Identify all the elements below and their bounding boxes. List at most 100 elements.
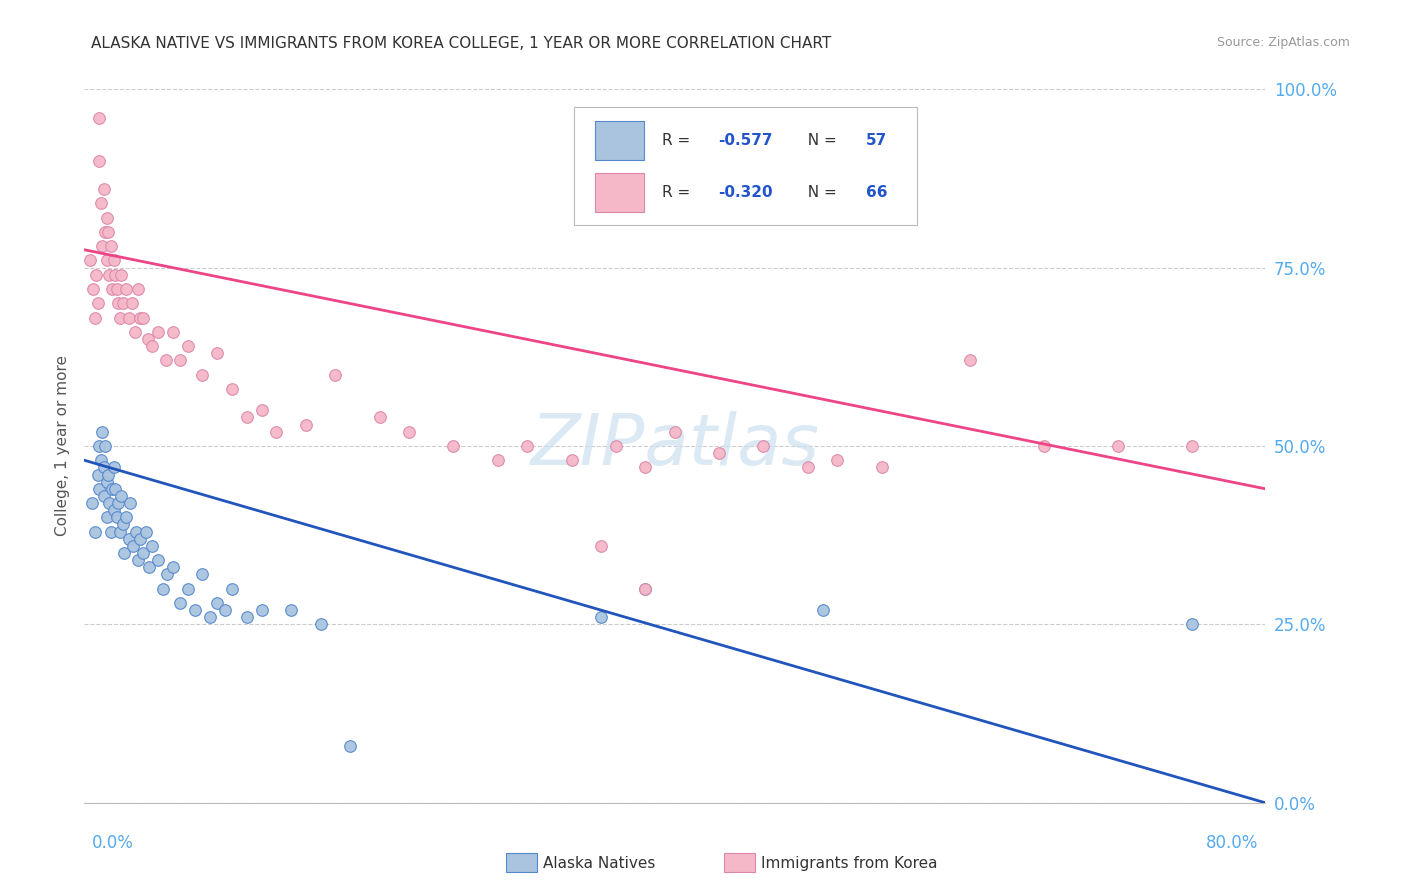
Point xyxy=(605,439,627,453)
Point xyxy=(162,325,184,339)
Point xyxy=(87,439,111,453)
Point xyxy=(120,496,142,510)
Point xyxy=(107,496,129,510)
Point xyxy=(870,460,893,475)
Point xyxy=(96,253,118,268)
Point xyxy=(141,539,163,553)
Point xyxy=(110,489,132,503)
Point xyxy=(184,603,207,617)
Point xyxy=(709,446,731,460)
Point xyxy=(162,560,184,574)
Point xyxy=(959,353,981,368)
Point xyxy=(138,560,160,574)
Point xyxy=(124,325,146,339)
Text: R =: R = xyxy=(662,133,695,148)
Point xyxy=(191,567,214,582)
Point xyxy=(811,603,834,617)
Point xyxy=(591,610,613,624)
Point xyxy=(91,239,114,253)
Point xyxy=(236,410,259,425)
Point xyxy=(198,610,221,624)
Point xyxy=(87,153,111,168)
Point xyxy=(148,553,170,567)
Text: 80.0%: 80.0% xyxy=(1206,834,1258,852)
Point xyxy=(93,182,115,196)
Point xyxy=(1181,439,1204,453)
Point xyxy=(214,603,236,617)
Text: R =: R = xyxy=(662,186,695,200)
Point xyxy=(236,610,259,624)
Point xyxy=(111,296,134,310)
Point xyxy=(295,417,318,432)
Point xyxy=(156,567,179,582)
Point xyxy=(127,553,149,567)
Point xyxy=(122,539,145,553)
Point xyxy=(114,510,136,524)
Point xyxy=(83,524,105,539)
Point xyxy=(103,460,125,475)
Point xyxy=(94,439,117,453)
Point xyxy=(591,539,613,553)
Point xyxy=(108,310,131,325)
Text: 57: 57 xyxy=(866,133,887,148)
Point xyxy=(90,196,112,211)
Point xyxy=(84,268,107,282)
Point xyxy=(79,253,101,268)
Point xyxy=(827,453,849,467)
Text: 0.0%: 0.0% xyxy=(91,834,134,852)
Point xyxy=(339,739,361,753)
Text: N =: N = xyxy=(797,133,841,148)
Point xyxy=(96,211,118,225)
Point xyxy=(1033,439,1056,453)
Point xyxy=(94,225,117,239)
Point xyxy=(87,482,111,496)
Point xyxy=(121,296,143,310)
Point xyxy=(108,524,131,539)
Text: Immigrants from Korea: Immigrants from Korea xyxy=(761,856,938,871)
Point xyxy=(118,532,141,546)
Point xyxy=(169,596,191,610)
FancyBboxPatch shape xyxy=(575,107,917,225)
Point xyxy=(221,582,243,596)
Point xyxy=(221,382,243,396)
Text: N =: N = xyxy=(797,186,841,200)
Point xyxy=(112,546,135,560)
Point xyxy=(132,546,155,560)
Point xyxy=(100,239,122,253)
Point xyxy=(105,282,128,296)
Point xyxy=(280,603,302,617)
Point xyxy=(250,603,273,617)
Point xyxy=(105,510,128,524)
Point xyxy=(86,296,108,310)
Point xyxy=(141,339,163,353)
Point xyxy=(634,582,657,596)
Point xyxy=(90,453,112,467)
Point xyxy=(104,268,127,282)
Text: Alaska Natives: Alaska Natives xyxy=(543,856,655,871)
Text: ALASKA NATIVE VS IMMIGRANTS FROM KOREA COLLEGE, 1 YEAR OR MORE CORRELATION CHART: ALASKA NATIVE VS IMMIGRANTS FROM KOREA C… xyxy=(91,36,831,51)
Point xyxy=(110,268,132,282)
Point xyxy=(135,524,157,539)
Point xyxy=(83,310,105,325)
Text: -0.320: -0.320 xyxy=(718,186,773,200)
FancyBboxPatch shape xyxy=(595,121,644,161)
Point xyxy=(125,524,148,539)
Point xyxy=(443,439,465,453)
Point xyxy=(101,482,124,496)
Point xyxy=(516,439,538,453)
Point xyxy=(104,482,127,496)
Point xyxy=(97,225,120,239)
FancyBboxPatch shape xyxy=(595,173,644,212)
Point xyxy=(155,353,177,368)
Point xyxy=(152,582,174,596)
Text: 66: 66 xyxy=(866,186,887,200)
Point xyxy=(107,296,129,310)
Text: -0.577: -0.577 xyxy=(718,133,773,148)
Point xyxy=(309,617,332,632)
Point xyxy=(87,111,111,125)
Text: ZIPatlas: ZIPatlas xyxy=(530,411,820,481)
Point xyxy=(129,310,152,325)
Point xyxy=(634,582,657,596)
Point xyxy=(561,453,583,467)
Point xyxy=(98,496,121,510)
